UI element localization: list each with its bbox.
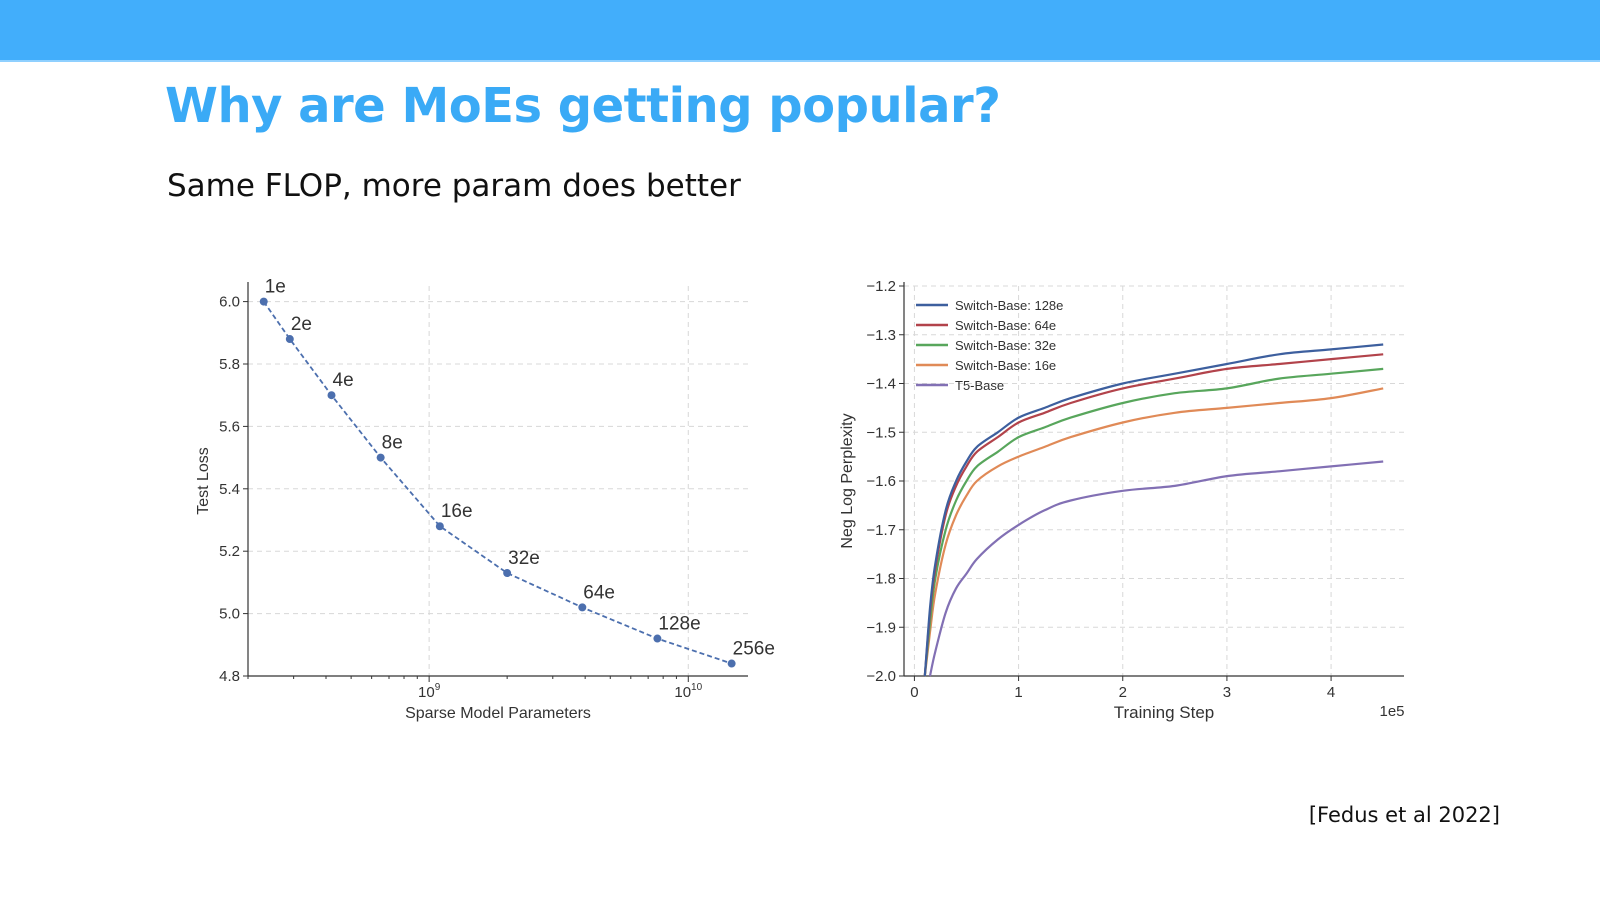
legend-label: Switch-Base: 32e [955, 338, 1056, 353]
data-point-label: 2e [291, 314, 312, 335]
legend-label: T5-Base [955, 378, 1004, 393]
data-point [376, 453, 385, 462]
y-tick-label: −1.6 [866, 473, 896, 490]
y-tick-label: −1.3 [866, 327, 896, 344]
x-tick-label: 2 [1119, 684, 1127, 701]
data-point-label: 16e [441, 501, 473, 522]
y-tick-label: −1.7 [866, 522, 896, 539]
x-axis-multiplier: 1e5 [1379, 703, 1404, 720]
legend-label: Switch-Base: 128e [955, 298, 1063, 313]
series-line [923, 353, 1384, 677]
data-point [727, 659, 736, 668]
data-point [285, 335, 294, 344]
series-line [928, 460, 1384, 677]
series-line [923, 343, 1384, 677]
x-tick-label: 1 [1014, 684, 1022, 701]
x-tick-label: 0 [910, 684, 918, 701]
legend-label: Switch-Base: 64e [955, 318, 1056, 333]
data-point [327, 391, 336, 400]
y-tick-label: −1.9 [866, 619, 896, 636]
data-point-label: 64e [583, 582, 615, 603]
x-axis-title: Sparse Model Parameters [405, 705, 591, 722]
series-line [262, 301, 732, 665]
slide-subtitle: Same FLOP, more param does better [167, 168, 741, 204]
data-point-label: 32e [508, 548, 540, 569]
data-point [578, 603, 587, 612]
data-point [259, 297, 268, 306]
series-line [923, 387, 1384, 677]
series-line [923, 367, 1384, 677]
y-tick-label: −1.2 [866, 278, 896, 295]
y-tick-label: −1.5 [866, 424, 896, 441]
y-tick-label: 5.0 [219, 606, 240, 623]
citation: [Fedus et al 2022] [1308, 803, 1500, 827]
data-point-label: 1e [265, 277, 286, 298]
data-point [653, 634, 662, 643]
y-tick-label: 6.0 [219, 294, 240, 311]
y-tick-label: 5.8 [219, 356, 240, 373]
data-point [503, 569, 512, 578]
x-tick-label: 4 [1327, 684, 1335, 701]
header-bar [0, 0, 1600, 62]
y-tick-label: −1.4 [866, 376, 896, 393]
x-tick-label: 109 [418, 682, 441, 701]
slide-title: Why are MoEs getting popular? [165, 78, 1001, 134]
x-axis-title: Training Step [1114, 703, 1214, 722]
data-point-label: 4e [333, 370, 354, 391]
y-tick-label: 5.2 [219, 543, 240, 560]
data-point-label: 8e [382, 433, 403, 454]
y-tick-label: 4.8 [219, 668, 240, 685]
x-tick-label: 3 [1223, 684, 1231, 701]
legend-label: Switch-Base: 16e [955, 358, 1056, 373]
y-axis-title: Test Loss [195, 447, 212, 515]
y-tick-label: −2.0 [866, 668, 896, 685]
y-tick-label: 5.4 [219, 481, 240, 498]
y-tick-label: 5.6 [219, 418, 240, 435]
y-tick-label: −1.8 [866, 571, 896, 588]
data-point [435, 522, 444, 531]
x-tick-label: 1010 [674, 682, 702, 701]
data-point-label: 256e [733, 639, 775, 660]
data-point-label: 128e [658, 614, 700, 635]
y-axis-title: Neg Log Perplexity [839, 413, 856, 548]
